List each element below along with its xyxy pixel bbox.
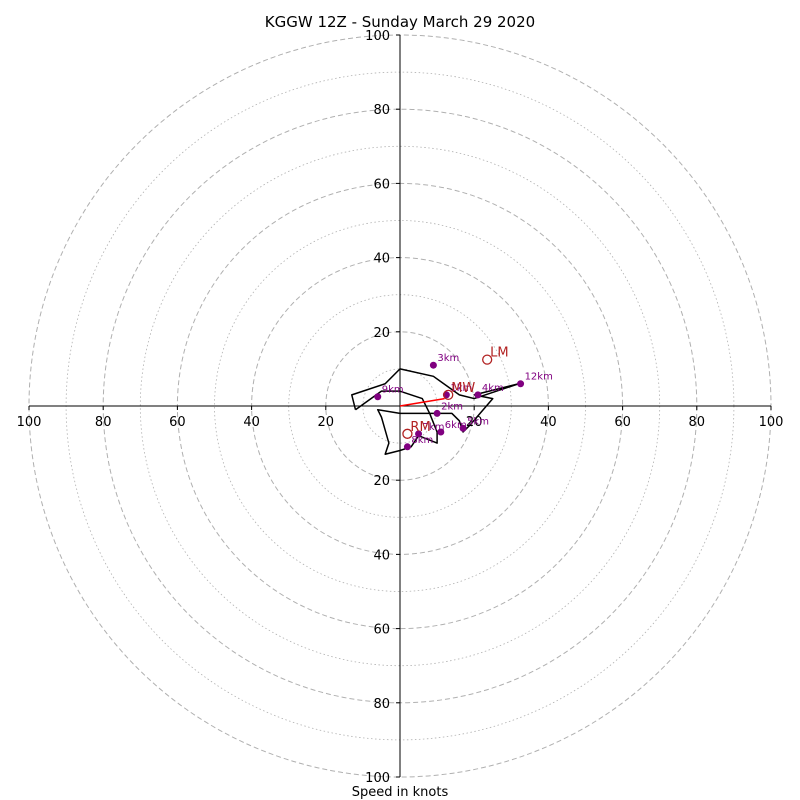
height-marker-7km — [415, 430, 423, 438]
storm-motion-label-lm: LM — [490, 346, 508, 361]
hodograph-trace — [351, 368, 520, 455]
height-marker-9km — [374, 393, 382, 401]
hodograph-trace-group — [351, 368, 520, 455]
height-marker-4km — [474, 391, 482, 399]
height-label-8km: 8km — [411, 435, 433, 446]
tick-labels: 100 80 60 40 20 20 40 60 80 100 100 80 60 40 20 20 40 60 8… — [17, 29, 784, 786]
y-tick-label: 20 — [373, 474, 390, 489]
x-axis-label: Speed in knots — [352, 785, 449, 800]
x-tick-label: 100 — [759, 415, 784, 430]
storm-motion-marker-mw — [443, 389, 454, 401]
y-tick-label: 60 — [373, 177, 390, 192]
x-tick-label: 80 — [689, 415, 706, 430]
y-tick-label: 20 — [373, 326, 390, 341]
height-marker-6km — [437, 428, 445, 436]
x-tick-label: 60 — [169, 415, 186, 430]
height-label-9km: 9km — [382, 385, 404, 396]
storm-motion-label-mw: MW — [451, 381, 475, 396]
height-label-2km: 2km — [441, 401, 463, 412]
y-tick-label: 80 — [373, 697, 390, 712]
x-tick-label: 40 — [243, 415, 260, 430]
x-tick-label: 20 — [466, 415, 483, 430]
y-tick-label: 100 — [365, 771, 390, 786]
storm-motions: LM MW RM — [402, 346, 509, 439]
height-label-1km: 1km — [450, 383, 472, 394]
height-marker-12km — [517, 380, 525, 388]
height-label-12km: 12km — [525, 372, 553, 383]
mean-wind-vector — [399, 397, 445, 407]
x-tick-label: 20 — [318, 415, 335, 430]
storm-motion-label-rm: RM — [410, 420, 430, 435]
y-tick-label: 40 — [373, 252, 390, 267]
height-marker-2km — [433, 409, 441, 417]
height-label-3km: 3km — [437, 353, 459, 364]
x-tick-label: 80 — [95, 415, 112, 430]
height-marker-8km — [403, 443, 411, 451]
y-tick-label: 60 — [373, 623, 390, 638]
storm-motion-marker-rm — [402, 428, 413, 439]
x-tick-label: 60 — [614, 415, 631, 430]
height-label-7km: 7km — [423, 422, 445, 433]
y-tick-label: 80 — [373, 103, 390, 118]
chart-title: KGGW 12Z - Sunday March 29 2020 — [265, 13, 535, 31]
storm-motion-marker-lm — [482, 354, 493, 365]
height-marker-3km — [429, 361, 437, 369]
height-label-5km: 5km — [467, 416, 489, 427]
height-label-4km: 4km — [482, 383, 504, 394]
x-tick-label: 100 — [17, 415, 42, 430]
height-marker-5km — [459, 424, 467, 432]
x-tick-label: 40 — [540, 415, 557, 430]
height-label-6km: 6km — [445, 420, 467, 431]
y-tick-label: 100 — [365, 29, 390, 44]
y-tick-label: 40 — [373, 548, 390, 563]
